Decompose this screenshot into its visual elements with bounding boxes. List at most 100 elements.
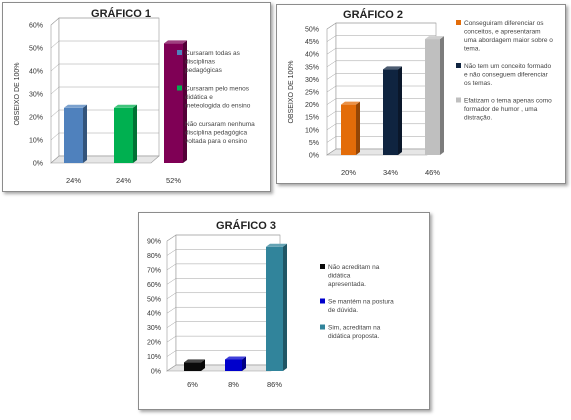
bar-front [383, 69, 398, 155]
bar [425, 36, 444, 155]
back-wall [175, 234, 281, 366]
bar [114, 104, 137, 163]
y-tick-label: 30% [29, 92, 43, 99]
legend-entry: Sim, acreditam na didática proposta. [320, 324, 381, 341]
bar-side [133, 104, 137, 163]
category-label: 24% [66, 176, 81, 185]
chart-title: GRÁFICO 1 [91, 7, 151, 20]
category-label: 8% [228, 380, 239, 389]
legend-swatch [320, 264, 325, 269]
bar-top [164, 40, 187, 44]
bar-side [398, 66, 402, 155]
bar-front [266, 246, 283, 371]
bar-side [83, 104, 87, 163]
legend-label: Sim, acreditam na didática proposta. [328, 325, 381, 341]
chart-panel-1: GRÁFICO 1 OBSEIXO DE 100% 0% 10% 20% 30% 40% 50… [2, 2, 271, 192]
gridline [166, 249, 280, 256]
bar-side [356, 101, 360, 155]
gridline [326, 98, 436, 105]
legend-label: Se mantém na postura de dúvida. [328, 299, 394, 315]
y-axis-label: OBSEIXO DE 100% [14, 62, 21, 125]
legend-swatch [456, 63, 461, 68]
gridline [166, 335, 280, 343]
category-label: 24% [116, 176, 131, 185]
gridline [326, 60, 436, 68]
legend-entry: Conseguiram diferenciar os conceitos, e a… [456, 20, 553, 53]
bar-front [64, 107, 83, 163]
legend-entry: Efatizam o tema apenas como formador de h… [456, 97, 552, 122]
bar-front [341, 104, 356, 155]
y-tick-label: 15% [305, 115, 319, 122]
legend-entry: Cursaram pelo menos didática e meteologida… [177, 85, 251, 110]
legend-swatch [456, 97, 461, 103]
category-label: 52% [166, 176, 181, 185]
legend-label: Efatizam o tema apenas como formador de h… [464, 98, 552, 122]
gridline [166, 350, 280, 357]
bar [164, 40, 187, 163]
gridline [166, 292, 280, 299]
side-wall [166, 234, 177, 372]
bar-front [225, 359, 242, 371]
gridline [326, 85, 436, 93]
floor [166, 364, 281, 372]
y-tick-label: 70% [147, 267, 161, 274]
gridline [166, 306, 280, 314]
y-tick-label: 60% [147, 282, 161, 289]
y-tick-label: 10% [147, 354, 161, 361]
bar [225, 356, 246, 371]
legend-swatch [320, 298, 325, 304]
y-tick-label: 50% [147, 296, 161, 303]
gridline [326, 123, 436, 131]
bar-side [242, 356, 246, 371]
gridline [326, 22, 436, 30]
legend-label: Não cursaram nenhuma disciplina pedagógic… [185, 121, 255, 145]
gridline [50, 86, 159, 95]
category-label: 46% [425, 168, 440, 177]
y-axis-label: OBSEIXO DE 100% [288, 60, 295, 123]
y-tick-label: 50% [305, 27, 319, 34]
gridline [166, 278, 280, 285]
y-tick-label: 0% [151, 369, 161, 376]
category-label: 34% [383, 168, 398, 177]
legend-entry: Cursaram todas as disciplinas pedagógicas [177, 50, 241, 74]
legend-label: Conseguiram diferenciar os conceitos, e a… [464, 20, 553, 53]
legend-label: Cursaram todas as disciplinas pedagógicas [185, 50, 241, 74]
legend-entry: Não tem um conceito formado e não consegu… [456, 63, 551, 87]
y-tick-label: 0% [33, 161, 43, 168]
chart-3-svg: GRÁFICO 3 0% 10% 20% 30% 40% 50% 60% 70% 80% 90% 6%… [147, 219, 394, 389]
gridline [326, 47, 436, 55]
y-tick-label: 5% [309, 140, 319, 147]
gridline [166, 263, 280, 271]
y-tick-label: 20% [29, 115, 43, 122]
y-tick-label: 40% [305, 52, 319, 59]
bar [184, 359, 205, 371]
bar-top [266, 243, 287, 247]
y-tick-label: 50% [29, 46, 43, 53]
gridline [166, 234, 280, 242]
legend-label: Não tem um conceito formado e não consegu… [464, 63, 551, 87]
y-tick-label: 90% [147, 239, 161, 246]
legend-entry: Não acreditam na didática apresentada. [320, 264, 380, 288]
legend-swatch [177, 50, 182, 55]
bar [383, 66, 402, 155]
bar-side [201, 359, 205, 371]
bar-front [425, 39, 440, 155]
chart-1-svg: GRÁFICO 1 OBSEIXO DE 100% 0% 10% 20% 30% 40% 50… [14, 7, 255, 185]
y-tick-label: 25% [305, 90, 319, 97]
y-tick-label: 35% [305, 64, 319, 71]
chart-title: GRÁFICO 3 [216, 219, 276, 232]
legend-swatch [177, 121, 182, 126]
bar-top [341, 101, 360, 105]
bar-top [64, 104, 87, 108]
y-tick-label: 30% [305, 77, 319, 84]
gridline [326, 73, 436, 80]
bar-front [164, 43, 183, 163]
gridline [326, 148, 436, 156]
bar-top [225, 356, 246, 360]
gridline [326, 110, 436, 118]
gridline [326, 136, 436, 143]
bar-front [114, 107, 133, 163]
bar-top [425, 36, 444, 40]
gridline [166, 321, 280, 328]
bar-top [114, 104, 137, 108]
